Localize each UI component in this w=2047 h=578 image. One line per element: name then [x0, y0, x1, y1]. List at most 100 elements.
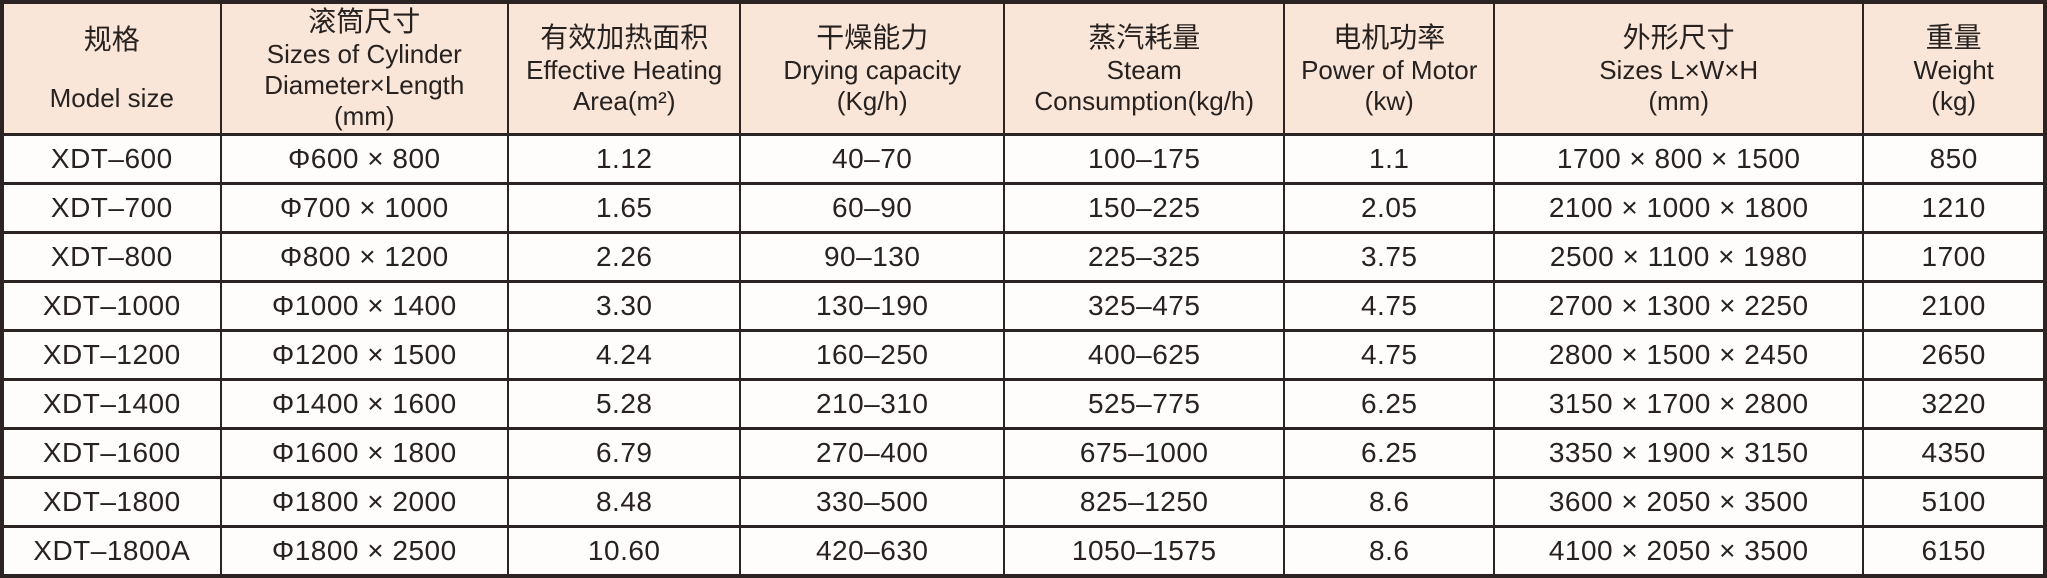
cell: 2100 × 1000 × 1800	[1493, 182, 1865, 234]
cell: 100–175	[1002, 133, 1286, 185]
header-row: 规格 Model size 滚筒尺寸 Sizes of Cylinder Diamete…	[1, 0, 2046, 136]
cell: 2.26	[506, 231, 742, 283]
cell: XDT–1600	[1, 427, 222, 479]
cell: 160–250	[739, 329, 1005, 381]
cell: 4100 × 2050 × 3500	[1493, 525, 1865, 578]
column-header-weight: 重量 Weight (kg)	[1862, 0, 2046, 136]
cell: 6150	[1862, 525, 2046, 578]
cell: 3.30	[506, 280, 742, 332]
cell: 4350	[1862, 427, 2046, 479]
cell: 1.65	[506, 182, 742, 234]
table-row: XDT–800 Φ800 × 1200 2.26 90–130 225–325 3.75 2…	[1, 231, 2046, 283]
column-header-drying-capacity: 干燥能力 Drying capacity (Kg/h)	[739, 0, 1005, 136]
cell: 6.79	[506, 427, 742, 479]
header-line: Drying capacity	[783, 54, 962, 85]
header-line: Steam	[1106, 54, 1182, 85]
header-line: Sizes of Cylinder	[266, 39, 462, 69]
cell: 2100	[1862, 280, 2046, 332]
cell: Φ800 × 1200	[219, 231, 509, 283]
cell: 3600 × 2050 × 3500	[1493, 476, 1865, 528]
cell: 3.75	[1283, 231, 1496, 283]
cell: 3150 × 1700 × 2800	[1493, 378, 1865, 430]
cell: 1700 × 800 × 1500	[1493, 133, 1865, 185]
cell: 4.75	[1283, 280, 1496, 332]
header-line: Sizes L×W×H	[1599, 54, 1759, 85]
cell: 3350 × 1900 × 3150	[1493, 427, 1865, 479]
cell: XDT–1000	[1, 280, 222, 332]
cell: 825–1250	[1002, 476, 1286, 528]
header-line: 规格	[83, 24, 140, 55]
cell: 330–500	[739, 476, 1005, 528]
cell: 1050–1575	[1002, 525, 1286, 578]
header-line: (mm)	[1648, 85, 1709, 116]
table-row: XDT–1200 Φ1200 × 1500 4.24 160–250 400–625 4.…	[1, 329, 2046, 381]
cell: 8.6	[1283, 525, 1496, 578]
header-line: 电机功率	[1333, 21, 1446, 53]
cell: 1700	[1862, 231, 2046, 283]
cell: 5100	[1862, 476, 2046, 528]
cell: XDT–600	[1, 133, 222, 185]
cell: 40–70	[739, 133, 1005, 185]
cell: XDT–1800	[1, 476, 222, 528]
table-row: XDT–1600 Φ1600 × 1800 6.79 270–400 675–1000 6…	[1, 427, 2046, 479]
cell: 2.05	[1283, 182, 1496, 234]
header-line: 滚筒尺寸	[308, 6, 421, 37]
header-line: (mm)	[333, 101, 395, 131]
header-line: Model size	[49, 83, 174, 113]
column-header-overall-sizes: 外形尺寸 Sizes L×W×H (mm)	[1493, 0, 1865, 136]
table-row: XDT–1800 Φ1800 × 2000 8.48 330–500 825–1250 8…	[1, 476, 2046, 528]
cell: 6.25	[1283, 427, 1496, 479]
header-line: (kw)	[1364, 85, 1414, 116]
cell: 8.48	[506, 476, 742, 528]
table-body: XDT–600 Φ600 × 800 1.12 40–70 100–175 1.1 1700…	[1, 133, 2046, 578]
cell: Φ1400 × 1600	[219, 378, 509, 430]
cell: 8.6	[1283, 476, 1496, 528]
table-row: XDT–1000 Φ1000 × 1400 3.30 130–190 325–475 4.…	[1, 280, 2046, 332]
table-row: XDT–600 Φ600 × 800 1.12 40–70 100–175 1.1 1700…	[1, 133, 2046, 185]
table-row: XDT–700 Φ700 × 1000 1.65 60–90 150–225 2.05 21…	[1, 182, 2046, 234]
cell: XDT–800	[1, 231, 222, 283]
column-header-heating-area: 有效加热面积 Effective Heating Area(m²)	[506, 0, 742, 136]
cell: 1.1	[1283, 133, 1496, 185]
cell: Φ1600 × 1800	[219, 427, 509, 479]
header-line: 蒸汽耗量	[1088, 21, 1201, 53]
column-header-cylinder-sizes: 滚筒尺寸 Sizes of Cylinder Diameter×Length (mm)	[219, 0, 509, 136]
cell: 420–630	[739, 525, 1005, 578]
header-line: 重量	[1925, 21, 1982, 53]
header-line: Area(m²)	[572, 85, 676, 116]
column-header-motor-power: 电机功率 Power of Motor (kw)	[1283, 0, 1496, 136]
cell: 675–1000	[1002, 427, 1286, 479]
column-header-model-size: 规格 Model size	[1, 0, 222, 136]
cell: 4.24	[506, 329, 742, 381]
header-line: Effective Heating	[526, 54, 723, 85]
cell: XDT–1400	[1, 378, 222, 430]
cell: XDT–1800A	[1, 525, 222, 578]
cell: Φ1000 × 1400	[219, 280, 509, 332]
cell: 60–90	[739, 182, 1005, 234]
cell: 270–400	[739, 427, 1005, 479]
cell: 2500 × 1100 × 1980	[1493, 231, 1865, 283]
header-line: Weight	[1913, 54, 1994, 85]
cell: Φ1200 × 1500	[219, 329, 509, 381]
cell: 225–325	[1002, 231, 1286, 283]
cell: 400–625	[1002, 329, 1286, 381]
cell: Φ1800 × 2000	[219, 476, 509, 528]
cell: 2700 × 1300 × 2250	[1493, 280, 1865, 332]
cell: 2800 × 1500 × 2450	[1493, 329, 1865, 381]
header-line: 外形尺寸	[1622, 21, 1735, 53]
header-line: 有效加热面积	[540, 21, 709, 53]
cell: 4.75	[1283, 329, 1496, 381]
cell: 90–130	[739, 231, 1005, 283]
cell: 525–775	[1002, 378, 1286, 430]
cell: 5.28	[506, 378, 742, 430]
header-line: 干燥能力	[816, 21, 929, 53]
cell: 2650	[1862, 329, 2046, 381]
cell: Φ1800 × 2500	[219, 525, 509, 578]
cell: Φ700 × 1000	[219, 182, 509, 234]
table-row: XDT–1400 Φ1400 × 1600 5.28 210–310 525–775 6.…	[1, 378, 2046, 430]
header-line: Diameter×Length	[264, 70, 465, 100]
header-line: Power of Motor	[1301, 54, 1478, 85]
cell: 850	[1862, 133, 2046, 185]
